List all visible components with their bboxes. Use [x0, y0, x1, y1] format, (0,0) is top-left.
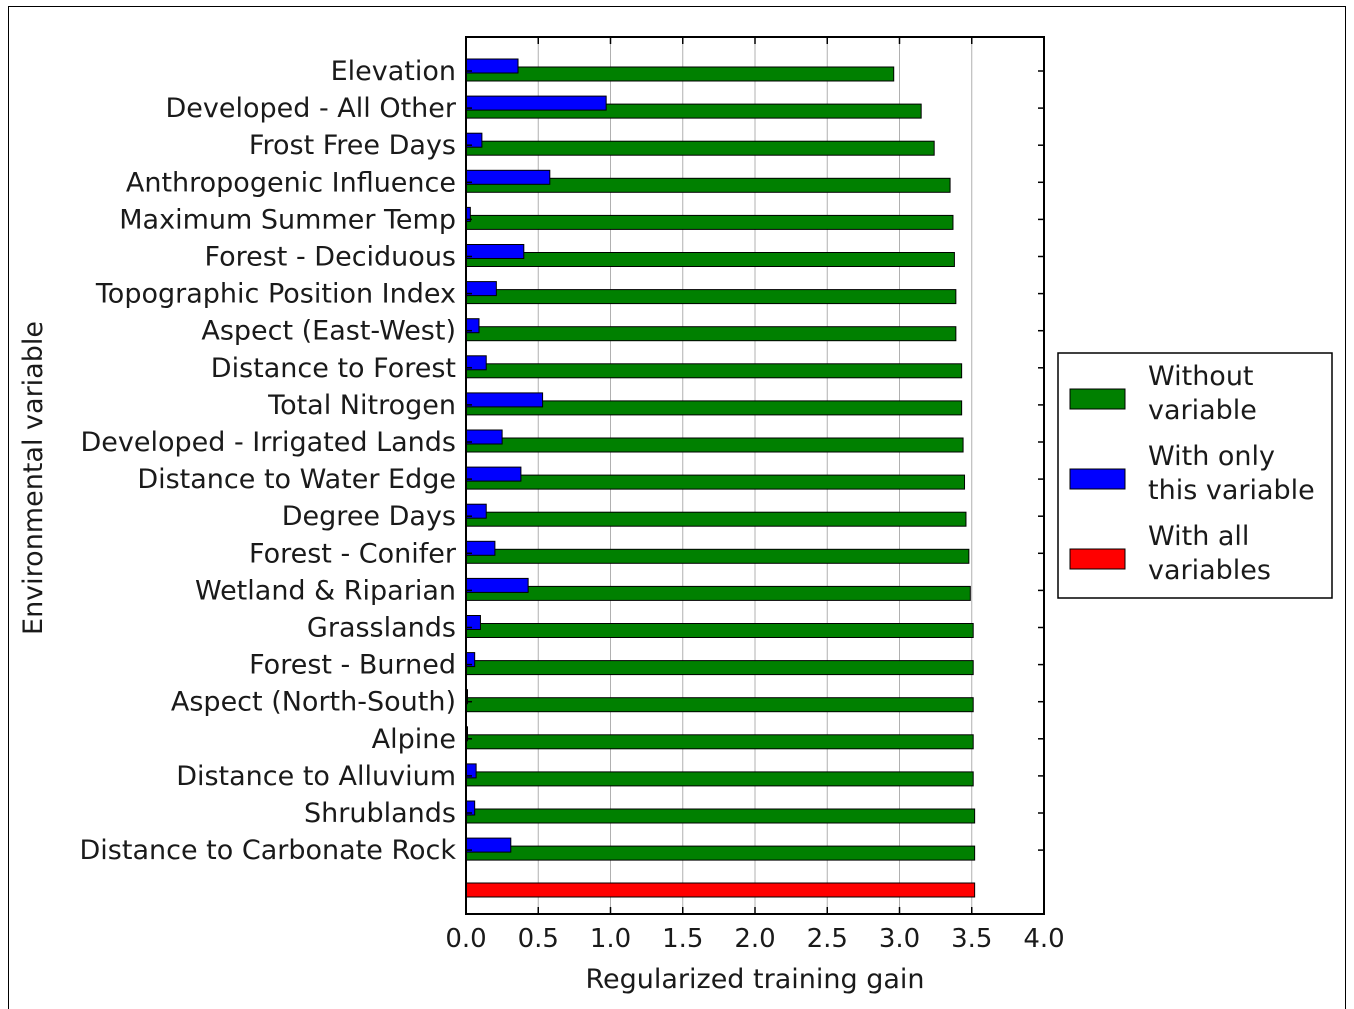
bar-without-variable: [465, 845, 976, 861]
bar-without-variable: [465, 289, 957, 305]
legend-swatch: [1069, 388, 1126, 410]
legend-label: With only: [1148, 441, 1275, 472]
category-label: Total Nitrogen: [267, 390, 456, 421]
category-label: Aspect (East-West): [201, 316, 456, 347]
category-labels: Elevation Developed - All Other Frost Free…: [80, 56, 457, 866]
category-label: Distance to Carbonate Rock: [80, 835, 457, 866]
bar-without-variable: [465, 214, 954, 230]
bar-with-only-variable: [465, 837, 512, 853]
legend-label: With all: [1148, 521, 1249, 552]
bar-without-variable: [465, 548, 970, 564]
category-label: Shrublands: [304, 798, 456, 829]
category-label: Maximum Summer Temp: [119, 204, 456, 235]
bar-with-only-variable: [465, 169, 551, 185]
x-tick-label: 2.5: [807, 924, 848, 954]
category-label: Frost Free Days: [249, 130, 456, 161]
category-label: Topographic Position Index: [95, 279, 456, 310]
bar-without-variable: [465, 660, 974, 676]
bar-without-variable: [465, 66, 895, 82]
legend-label: Without: [1148, 361, 1254, 392]
category-label: Forest - Burned: [249, 650, 456, 681]
bar-with-only-variable: [465, 58, 519, 74]
category-label: Forest - Conifer: [249, 538, 457, 569]
category-label: Elevation: [331, 56, 456, 87]
bar-without-variable: [465, 511, 967, 527]
bar-without-variable: [465, 474, 966, 490]
category-label: Anthropogenic Influence: [126, 167, 456, 198]
bar-without-variable: [465, 771, 974, 787]
bar-without-variable: [465, 697, 974, 713]
category-label: Alpine: [372, 724, 456, 755]
figure-frame: [8, 6, 1346, 1009]
bar-without-variable: [465, 363, 963, 379]
legend-label: this variable: [1148, 475, 1315, 506]
category-label: Degree Days: [282, 501, 456, 532]
bar-without-variable: [465, 252, 955, 267]
x-tick-label: 3.5: [951, 924, 992, 954]
bar-without-variable: [465, 623, 974, 638]
category-label: Forest - Deciduous: [205, 242, 456, 273]
bar-with-only-variable: [465, 466, 522, 482]
category-label: Wetland & Riparian: [195, 575, 456, 606]
bar-with-only-variable: [465, 95, 607, 111]
bar-with-only-variable: [465, 392, 544, 408]
bars: [465, 58, 976, 898]
axis-ticks: 0.0 0.5 1.0 1.5 2.0 2.5 3.0 3.5 4.0: [445, 37, 1065, 954]
bar-without-variable: [465, 585, 971, 601]
bar-with-only-variable: [465, 577, 529, 593]
bar-without-variable: [465, 140, 935, 156]
bar-without-variable: [465, 437, 964, 453]
bar-without-variable: [465, 808, 976, 824]
category-label: Developed - All Other: [165, 93, 456, 124]
x-tick-label: 1.0: [590, 924, 631, 954]
bar-with-only-variable: [465, 244, 525, 259]
category-label: Distance to Alluvium: [176, 761, 456, 792]
bar-without-variable: [465, 734, 974, 750]
x-tick-label: 1.5: [662, 924, 703, 954]
x-tick-label: 4.0: [1023, 924, 1064, 954]
bar-with-all-variables: [465, 882, 976, 898]
category-label: Developed - Irrigated Lands: [80, 427, 456, 458]
x-tick-label: 0.5: [518, 924, 559, 954]
legend-swatch: [1069, 548, 1126, 570]
category-label: Grasslands: [307, 613, 456, 644]
y-axis-title: Environmental variable: [18, 321, 49, 635]
category-label: Aspect (North-South): [171, 687, 456, 718]
legend-swatch: [1069, 468, 1126, 490]
category-label: Distance to Water Edge: [137, 464, 456, 495]
x-tick-label: 0.0: [445, 924, 486, 954]
category-label: Distance to Forest: [211, 353, 456, 384]
x-tick-label: 2.0: [734, 924, 775, 954]
legend-label: variable: [1148, 395, 1257, 426]
legend-label: variables: [1148, 555, 1271, 586]
bar-without-variable: [465, 326, 957, 342]
x-tick-label: 3.0: [879, 924, 920, 954]
x-axis-title: Regularized training gain: [585, 964, 924, 995]
